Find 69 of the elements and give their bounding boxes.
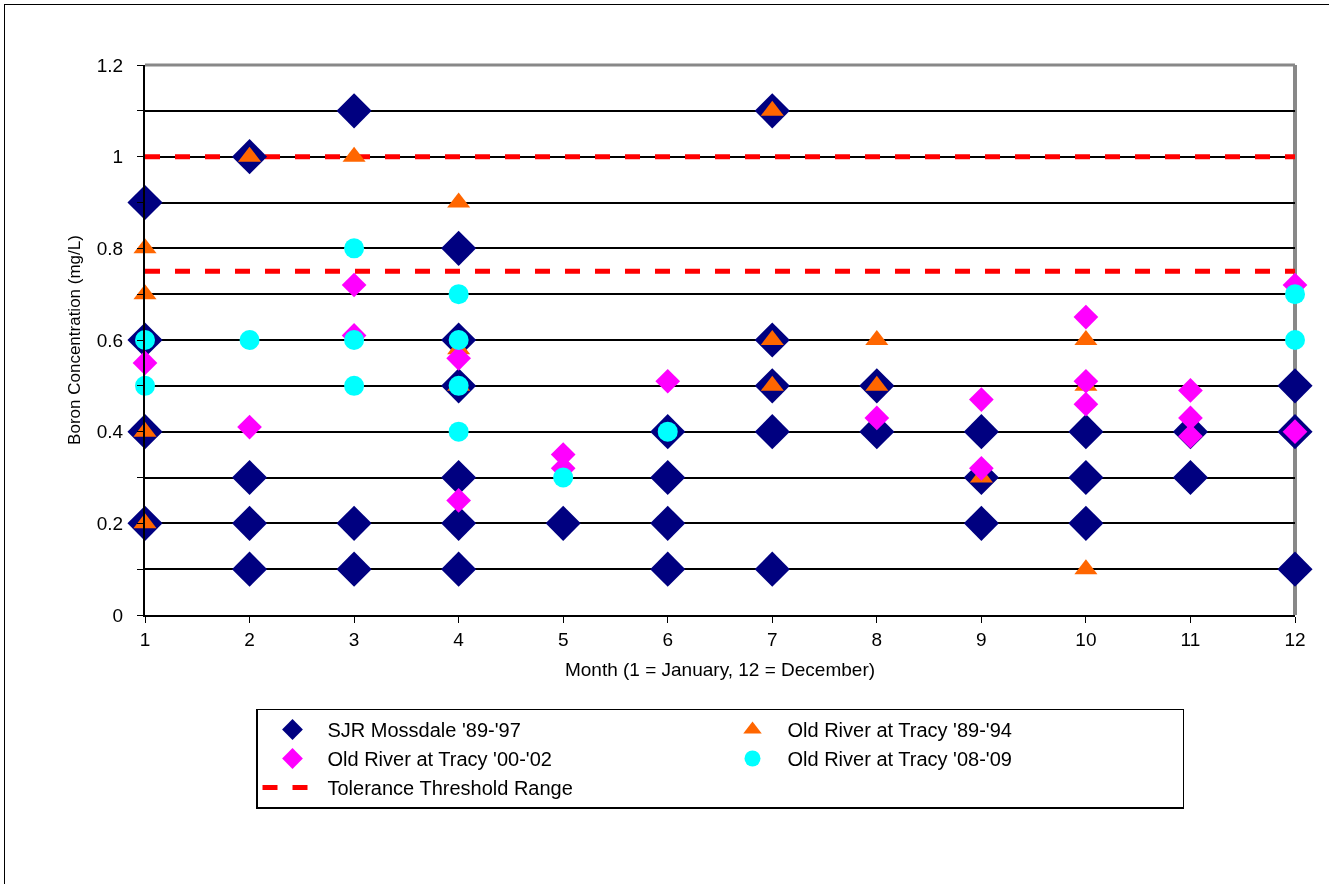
point (441, 551, 477, 587)
point (650, 505, 686, 541)
point (1073, 391, 1099, 417)
point (1068, 414, 1104, 450)
y-tick-label: 0.4 (96, 421, 124, 443)
legend-label: Old River at Tracy '89-'94 (787, 719, 1012, 742)
point (232, 551, 268, 587)
x-tick-label: 8 (871, 628, 883, 650)
point (232, 505, 268, 541)
point (545, 505, 581, 541)
point (341, 272, 367, 298)
x-tick-label: 4 (453, 628, 465, 650)
y-tick-label: 0 (112, 604, 124, 626)
legend-label: Tolerance Threshold Range (327, 777, 573, 800)
point (336, 505, 372, 541)
point (1073, 368, 1099, 394)
point (344, 375, 365, 396)
point (336, 93, 372, 129)
point (344, 330, 365, 350)
x-tick-label: 10 (1075, 628, 1097, 650)
x-tick-label: 2 (244, 628, 255, 650)
y-tick-label: 0.2 (96, 512, 124, 534)
x-axis-title: Month (1 = January, 12 = December) (564, 659, 876, 681)
x-tick-label: 11 (1180, 628, 1201, 650)
point (650, 551, 686, 587)
point (1073, 304, 1099, 330)
point (650, 459, 686, 496)
point (1172, 459, 1208, 496)
x-tick-label: 7 (766, 628, 778, 650)
point (1068, 459, 1104, 496)
y-axis-title: Boron Concentration (mg/L) (64, 235, 84, 445)
legend-label: Old River at Tracy '00-'02 (327, 748, 552, 771)
point (553, 467, 574, 488)
y-tick-label: 0.6 (96, 329, 124, 351)
y-tick-label: 1 (112, 146, 124, 168)
point (336, 551, 372, 587)
point (448, 284, 469, 305)
point (441, 230, 477, 266)
x-tick-label: 1 (139, 628, 151, 650)
x-tick-label: 6 (662, 628, 674, 650)
point (446, 488, 471, 513)
point (1285, 330, 1305, 350)
point (1285, 284, 1305, 305)
point (969, 455, 994, 481)
x-tick-label: 12 (1284, 628, 1306, 650)
point (239, 330, 260, 350)
y-tick-label: 1.2 (96, 54, 124, 76)
point (232, 459, 268, 496)
point (1277, 368, 1313, 404)
x-tick-label: 5 (557, 628, 569, 650)
point (448, 421, 469, 442)
x-tick-label: 9 (976, 628, 987, 650)
y-tick-label: 0.8 (96, 237, 124, 259)
x-tick-label: 3 (348, 628, 360, 650)
point (864, 405, 890, 431)
point (963, 414, 999, 450)
legend-label: SJR Mossdale '89-'97 (327, 719, 521, 742)
point (1178, 378, 1203, 403)
point (963, 505, 999, 541)
point (1277, 551, 1313, 587)
point (1068, 505, 1104, 541)
point (655, 368, 681, 394)
legend-label: Old River at Tracy '08-'09 (787, 748, 1012, 771)
point (237, 414, 262, 440)
point (754, 414, 790, 450)
point (969, 387, 994, 412)
point (127, 184, 163, 221)
point (344, 238, 365, 259)
point (754, 551, 790, 587)
